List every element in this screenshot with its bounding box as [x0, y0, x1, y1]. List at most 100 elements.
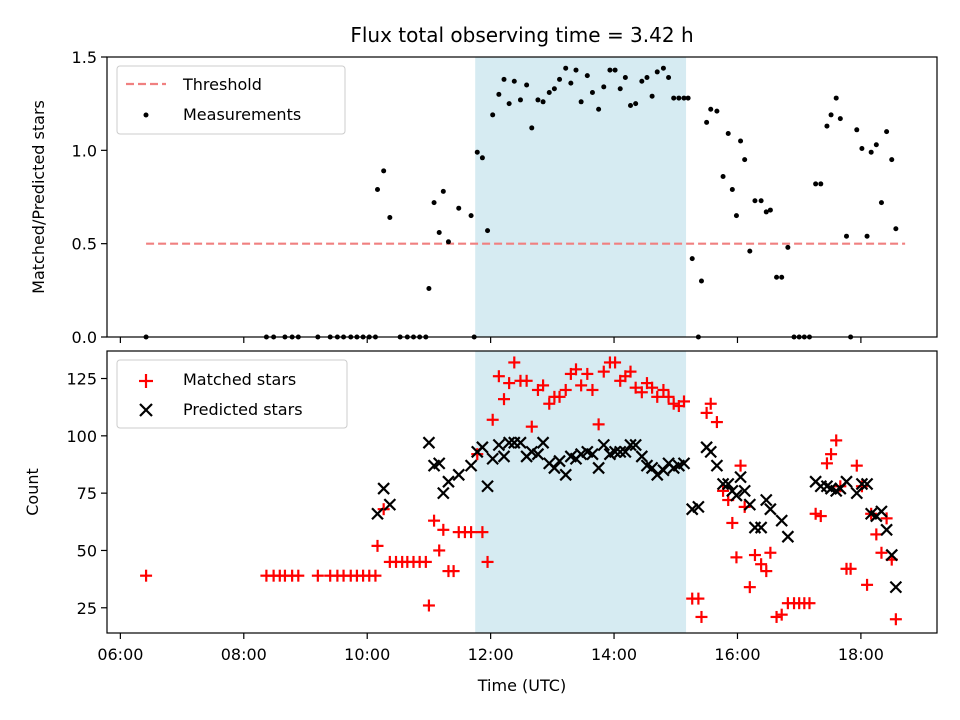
measurement-point: [767, 207, 773, 213]
matched-star-point: [651, 390, 664, 403]
measurement-point: [551, 86, 557, 92]
matched-star-point: [861, 578, 874, 591]
measurement-point: [818, 181, 824, 187]
measurement-point: [708, 106, 714, 112]
matched-star-point: [586, 383, 599, 396]
measurement-point: [490, 112, 496, 118]
predicted-star-point: [502, 436, 516, 449]
top-legend: Threshold Measurements: [116, 65, 346, 135]
measurement-point: [704, 119, 710, 125]
bottom-y-axis-label: Count: [23, 468, 42, 516]
predicted-star-point: [635, 450, 649, 463]
matched-star-point: [419, 555, 432, 568]
measurement-point: [440, 188, 446, 194]
predicted-star-point: [721, 477, 735, 491]
top-y-tick-label: 0.5: [72, 235, 97, 254]
predicted-star-point: [383, 498, 397, 511]
measurement-point: [612, 67, 618, 73]
measurement-point: [474, 149, 480, 155]
matched-star-point: [844, 562, 857, 575]
predicted-star-point: [452, 468, 466, 482]
predicted-star-point: [692, 500, 705, 514]
measurement-point: [633, 101, 639, 107]
measurement-point: [546, 89, 552, 95]
matched-star-point: [764, 546, 777, 559]
matched-star-point: [140, 569, 153, 582]
measurement-point: [666, 75, 672, 81]
measurement-point: [729, 187, 735, 193]
measurement-point: [524, 82, 530, 88]
measurement-point: [824, 123, 830, 129]
bottom-y-tick-label: 100: [66, 427, 97, 446]
predicted-star-point: [657, 463, 670, 477]
measurement-point: [833, 95, 839, 101]
matched-star-point: [422, 599, 435, 612]
measurement-point: [725, 131, 731, 137]
matched-star-point: [850, 459, 863, 472]
matched-star-point: [581, 367, 594, 380]
matched-star-point: [830, 434, 843, 447]
bottom-plot-frame: [106, 350, 938, 634]
matched-star-point: [803, 597, 816, 610]
top-y-tick-label: 0.0: [72, 328, 97, 347]
x-tick-label: 14:00: [591, 645, 637, 664]
matched-star-point: [369, 569, 382, 582]
predicted-star-point: [437, 486, 450, 500]
predicted-star-point: [422, 436, 436, 449]
matched-star-point: [508, 356, 521, 369]
predicted-star-point: [860, 477, 874, 491]
measurement-point: [859, 145, 865, 151]
measurement-point: [436, 229, 442, 235]
measurement-point: [698, 278, 704, 284]
matched-star-point: [770, 610, 783, 623]
matched-star-point: [662, 390, 675, 403]
predicted-star-point: [650, 468, 664, 482]
matched-star-point: [695, 610, 708, 623]
measurement-point: [644, 75, 650, 81]
measurement-point: [501, 76, 507, 82]
matched-star-point: [726, 516, 739, 529]
legend-measurements-label: Measurements: [183, 105, 301, 124]
top-plot-frame: [106, 56, 938, 338]
measurement-point: [578, 99, 584, 105]
measurement-point: [733, 213, 739, 219]
predicted-star-point: [738, 484, 751, 498]
measurement-point: [742, 157, 748, 163]
x-axis-label: Time (UTC): [477, 676, 566, 695]
predicted-star-point: [608, 445, 622, 459]
predicted-star-point: [548, 461, 561, 475]
matched-star-point: [592, 418, 605, 431]
matched-star-point: [775, 608, 788, 621]
bottom-y-tick-label: 25: [77, 599, 97, 618]
measurement-point: [381, 168, 387, 174]
measurement-point: [517, 97, 523, 103]
predicted-star-point: [613, 445, 627, 459]
predicted-star-point: [885, 548, 899, 562]
matched-star-point: [559, 383, 572, 396]
predicted-star-point: [759, 493, 773, 507]
matched-star-point: [597, 365, 610, 378]
matched-star-point: [447, 565, 460, 578]
matched-star-point: [700, 406, 713, 419]
measurement-point: [738, 138, 744, 144]
legend-matched-label: Matched stars: [183, 370, 296, 389]
legend-measurements-swatch: [143, 112, 149, 118]
predicted-star-point: [514, 436, 527, 449]
predicted-star-point: [464, 459, 478, 472]
matched-star-point: [481, 555, 494, 568]
matched-star-point: [525, 420, 538, 433]
top-legend-box: [116, 65, 346, 135]
matched-star-point: [635, 386, 648, 399]
measurement-point: [864, 233, 870, 239]
matched-star-point: [492, 370, 505, 383]
measurement-point: [445, 239, 451, 245]
predicted-star-point: [855, 477, 869, 491]
measurement-point: [540, 99, 546, 105]
matched-star-point: [433, 544, 446, 557]
legend-predicted-swatch: [139, 403, 153, 417]
predicted-star-point: [553, 454, 566, 468]
measurement-point: [535, 97, 541, 103]
bottom-panel: 06:00 08:00 10:00 12:00 14:00 16:00 18:00 25 50 7…: [23, 350, 938, 695]
measurement-point: [763, 209, 769, 215]
x-tick-label: 12:00: [468, 645, 514, 664]
